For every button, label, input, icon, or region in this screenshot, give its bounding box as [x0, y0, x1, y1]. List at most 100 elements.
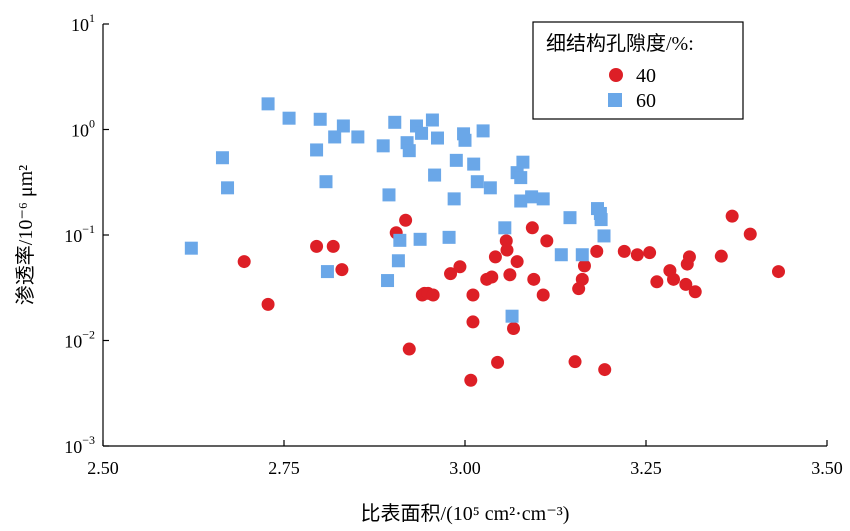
- point-series-60: [470, 175, 484, 189]
- point-series-60: [425, 113, 439, 127]
- point-series-60: [328, 130, 342, 144]
- point-series-40: [679, 277, 693, 291]
- point-series-40: [503, 268, 517, 282]
- point-series-60: [449, 153, 463, 167]
- point-series-40: [261, 297, 275, 311]
- point-series-60: [320, 265, 334, 279]
- point-series-60: [351, 130, 365, 144]
- point-series-60: [393, 233, 407, 247]
- y-tick-label: 101: [71, 11, 95, 35]
- point-series-40: [500, 243, 514, 257]
- y-tick-label: 10−3: [64, 433, 95, 457]
- point-series-40: [426, 288, 440, 302]
- point-series-60: [382, 188, 396, 202]
- point-series-40: [491, 355, 505, 369]
- x-tick-label: 2.75: [268, 458, 300, 478]
- point-series-60: [505, 309, 519, 323]
- point-series-40: [643, 246, 657, 260]
- point-series-40: [466, 288, 480, 302]
- point-series-60: [516, 155, 530, 169]
- point-series-40: [399, 213, 413, 227]
- legend-box: [532, 21, 744, 120]
- point-series-40: [630, 248, 644, 262]
- point-series-40: [527, 272, 541, 286]
- point-series-40: [402, 342, 416, 356]
- point-series-40: [575, 272, 589, 286]
- point-series-40: [667, 272, 681, 286]
- point-series-60: [575, 248, 589, 262]
- point-series-40: [650, 275, 664, 289]
- point-series-40: [771, 265, 785, 279]
- point-series-60: [498, 221, 512, 235]
- point-series-60: [476, 124, 490, 138]
- point-series-40: [540, 234, 554, 248]
- point-series-40: [743, 227, 757, 241]
- point-series-60: [483, 181, 497, 195]
- point-series-40: [444, 267, 458, 281]
- legend-label-40: 40: [636, 65, 656, 87]
- point-series-60: [376, 139, 390, 153]
- point-series-60: [428, 168, 442, 182]
- point-series-40: [237, 255, 251, 269]
- point-series-60: [442, 230, 456, 244]
- y-ticks: 101 100 10−1 10−2 10−3: [64, 11, 109, 457]
- point-series-40: [682, 250, 696, 264]
- y-axis-label: 渗透率/10⁻⁶ μm²: [14, 165, 37, 305]
- y-tick-label: 10−1: [64, 222, 95, 246]
- point-series-40: [488, 250, 502, 264]
- point-series-40: [466, 315, 480, 329]
- y-tick-label: 10−2: [64, 328, 95, 352]
- point-series-60: [467, 157, 481, 171]
- point-series-60: [282, 111, 296, 125]
- point-series-60: [430, 131, 444, 145]
- point-series-40: [310, 239, 324, 253]
- point-series-40: [598, 363, 612, 377]
- point-series-40: [464, 373, 478, 387]
- point-series-60: [221, 181, 235, 195]
- legend-title: 细结构孔隙度/%:: [546, 32, 694, 55]
- point-series-40: [525, 221, 539, 235]
- point-series-60: [514, 194, 528, 208]
- data-points: [184, 97, 785, 387]
- point-series-40: [453, 260, 467, 274]
- legend-marker-40: [609, 68, 623, 82]
- x-ticks: 2.50 2.75 3.00 3.25 3.50: [87, 440, 843, 478]
- x-tick-label: 2.50: [87, 458, 119, 478]
- legend-label-60: 60: [636, 90, 656, 112]
- point-series-60: [458, 133, 472, 147]
- y-tick-label: 100: [71, 117, 95, 141]
- point-series-40: [725, 209, 739, 223]
- point-series-60: [215, 151, 229, 165]
- point-series-60: [319, 175, 333, 189]
- point-series-60: [336, 119, 350, 133]
- point-series-40: [688, 285, 702, 299]
- point-series-40: [568, 355, 582, 369]
- point-series-40: [577, 259, 591, 273]
- legend-marker-60: [608, 93, 622, 107]
- point-series-40: [335, 263, 349, 277]
- point-series-60: [554, 248, 568, 262]
- point-series-60: [594, 213, 608, 227]
- point-series-60: [391, 254, 405, 268]
- x-tick-label: 3.25: [630, 458, 662, 478]
- point-series-60: [402, 144, 416, 158]
- point-series-40: [714, 249, 728, 263]
- point-series-60: [388, 115, 402, 129]
- point-series-60: [415, 126, 429, 140]
- point-series-40: [617, 244, 631, 258]
- point-series-40: [510, 255, 524, 269]
- point-series-40: [590, 244, 604, 258]
- x-tick-label: 3.50: [811, 458, 843, 478]
- point-series-60: [536, 192, 550, 206]
- point-series-40: [326, 239, 340, 253]
- point-series-60: [563, 211, 577, 225]
- point-series-60: [597, 229, 611, 243]
- point-series-40: [536, 288, 550, 302]
- point-series-60: [381, 274, 395, 288]
- point-series-40: [485, 270, 499, 284]
- x-tick-label: 3.00: [449, 458, 481, 478]
- point-series-60: [514, 171, 528, 185]
- point-series-60: [261, 97, 275, 111]
- point-series-60: [313, 112, 327, 126]
